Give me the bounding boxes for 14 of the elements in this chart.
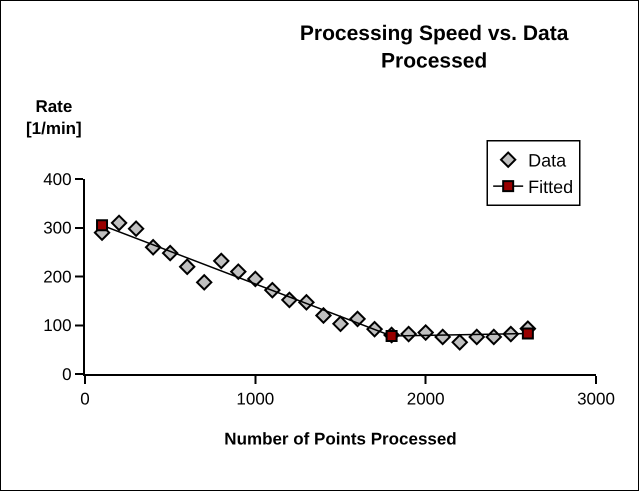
y-tick-label: 0 [62,364,72,384]
y-tick-label: 400 [43,170,72,189]
y-tick-label: 100 [43,316,72,336]
legend-label: Data [528,150,568,171]
chart-title: Processing Speed vs. Data Processed [300,22,569,72]
x-axis-title: Number of Points Processed [224,429,457,448]
x-tick-label: 0 [80,389,90,408]
x-tick-label: 2000 [406,389,445,408]
y-tick-label: 200 [43,267,72,286]
y-tick-label: 300 [43,218,72,238]
legend-label: Fitted [528,177,574,198]
x-tick-label: 3000 [577,389,615,408]
x-tick-label: 1000 [236,389,274,408]
y-axis-title: Rate [1/min] [26,97,82,138]
